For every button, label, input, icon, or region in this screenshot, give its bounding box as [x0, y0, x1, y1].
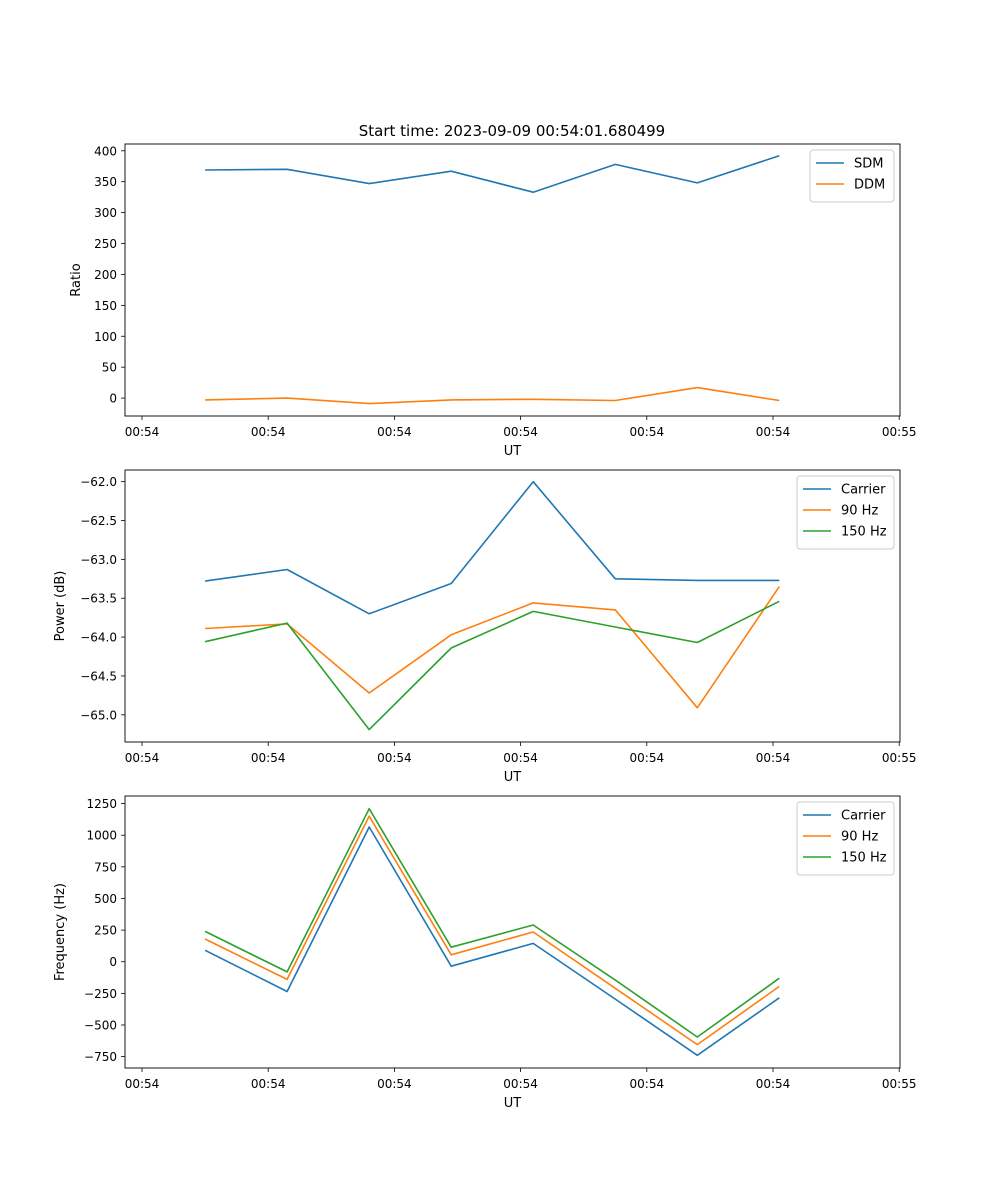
series-line-150-hz: [204, 600, 780, 731]
chart-panel-3: 00:54 00:54 00:54 00:54 00:54 00:54 00:55 UT −75…: [53, 795, 917, 1111]
y-tick-label: 50: [102, 361, 117, 375]
y-axis-label: Ratio: [69, 263, 84, 296]
y-tick-label: 350: [94, 175, 117, 189]
chart-panel-2: 00:54 00:54 00:54 00:54 00:54 00:54 00:55 UT −65…: [53, 469, 917, 785]
x-tick-label: 00:54: [630, 751, 665, 765]
series-line-sdm: [205, 154, 780, 193]
x-axis-label: UT: [504, 1096, 522, 1111]
x-axis-label: UT: [504, 444, 522, 459]
axes-frame: [124, 795, 901, 1069]
legend-label: 90 Hz: [841, 504, 878, 519]
y-tick-label: −63.5: [80, 592, 117, 606]
legend-label: 90 Hz: [841, 830, 878, 845]
y-tick-label: 1000: [86, 829, 117, 843]
y-axis-label: Frequency (Hz): [53, 883, 68, 981]
y-tick-label: −64.0: [80, 631, 117, 645]
y-tick-label: 0: [109, 392, 117, 406]
x-tick-label: 00:54: [503, 425, 538, 439]
x-tick-label: 00:54: [756, 425, 791, 439]
legend-label: SDM: [854, 157, 883, 172]
y-tick-label: −62.5: [80, 514, 117, 528]
x-tick-label: 00:54: [630, 1077, 665, 1091]
y-tick-label: 750: [94, 860, 117, 874]
series-line-carrier: [204, 826, 780, 1057]
legend-label: Carrier: [841, 483, 886, 498]
y-tick-label: 500: [94, 892, 117, 906]
series-line-150-hz: [204, 807, 780, 1038]
axes-frame: [124, 469, 901, 743]
x-tick-label: 00:54: [503, 751, 538, 765]
x-tick-label: 00:54: [377, 425, 412, 439]
x-tick-label: 00:55: [882, 1077, 917, 1091]
x-tick-label: 00:54: [377, 1077, 412, 1091]
y-tick-label: −63.0: [80, 553, 117, 567]
x-tick-label: 00:54: [125, 1077, 160, 1091]
x-tick-label: 00:54: [251, 425, 286, 439]
x-tick-label: 00:54: [125, 751, 160, 765]
x-tick-label: 00:55: [882, 751, 917, 765]
x-tick-label: 00:55: [882, 425, 917, 439]
legend-label: Carrier: [841, 809, 886, 824]
x-tick-label: 00:54: [756, 1077, 791, 1091]
y-tick-label: −62.0: [80, 475, 117, 489]
series-line-carrier: [204, 480, 780, 615]
y-tick-label: −64.5: [80, 669, 117, 683]
y-axis-label: Power (dB): [53, 571, 68, 642]
series-line-90-hz: [204, 815, 780, 1046]
x-tick-label: 00:54: [377, 751, 412, 765]
y-tick-label: 400: [94, 144, 117, 158]
axes-frame: [124, 143, 901, 417]
x-tick-label: 00:54: [630, 425, 665, 439]
series-line-90-hz: [205, 586, 780, 709]
figure-title: Start time: 2023-09-09 00:54:01.680499: [359, 122, 665, 140]
x-tick-label: 00:54: [503, 1077, 538, 1091]
y-tick-label: 150: [94, 299, 117, 313]
y-tick-label: 1250: [86, 797, 117, 811]
series-line-ddm: [205, 386, 780, 405]
x-tick-label: 00:54: [125, 425, 160, 439]
legend: Carrier 90 Hz 150 Hz: [796, 801, 895, 876]
legend-label: 150 Hz: [841, 851, 887, 866]
legend-label: DDM: [854, 178, 885, 193]
x-tick-label: 00:54: [251, 751, 286, 765]
y-tick-label: −500: [84, 1018, 117, 1032]
y-tick-label: 0: [109, 955, 117, 969]
legend: Carrier 90 Hz 150 Hz: [796, 475, 895, 550]
x-tick-label: 00:54: [756, 751, 791, 765]
legend: SDM DDM: [809, 149, 895, 203]
y-tick-label: 300: [94, 206, 117, 220]
legend-label: 150 Hz: [841, 525, 887, 540]
y-tick-label: −750: [84, 1050, 117, 1064]
y-tick-label: −65.0: [80, 708, 117, 722]
x-axis-label: UT: [504, 770, 522, 785]
y-tick-label: −250: [84, 987, 117, 1001]
y-tick-label: 200: [94, 268, 117, 282]
x-tick-label: 00:54: [251, 1077, 286, 1091]
y-tick-label: 100: [94, 330, 117, 344]
chart-panel-1: 00:54 00:54 00:54 00:54 00:54 00:54 00:55 UT 0 50…: [69, 143, 917, 459]
y-tick-label: 250: [94, 237, 117, 251]
y-tick-label: 250: [94, 924, 117, 938]
